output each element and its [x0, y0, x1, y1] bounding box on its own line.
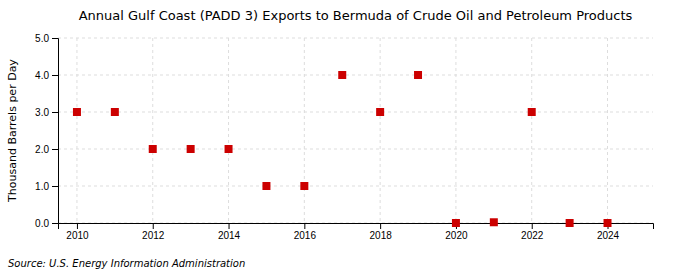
x-tick: 2010 [66, 223, 89, 241]
y-axis-line [52, 39, 59, 224]
y-tick-mark [52, 38, 58, 39]
point [338, 71, 346, 79]
point [111, 108, 119, 116]
y-grid-line [58, 149, 653, 150]
x-tick-label: 2014 [218, 230, 241, 241]
y-tick-label: 0.0 [35, 218, 49, 229]
y-tick-mark [52, 186, 58, 187]
point [490, 218, 498, 226]
point [187, 145, 195, 153]
plot-area: 2010 2012 2014 2016 2018 2020 2022 2024 0.0 1.0 2.… [35, 33, 653, 241]
y-tick: 4.0 [35, 70, 58, 81]
x-tick: 2012 [142, 223, 165, 241]
grid [58, 38, 653, 223]
y-grid-line [58, 112, 653, 113]
y-tick: 5.0 [35, 33, 58, 44]
source-note: Source: U.S. Energy Information Administ… [8, 258, 245, 269]
y-axis: 0.0 1.0 2.0 3.0 4.0 5.0 [35, 33, 58, 229]
y-axis-label: Thousand Barrels per Day [6, 59, 19, 203]
point [149, 145, 157, 153]
x-tick-label: 2022 [521, 230, 544, 241]
point [604, 219, 612, 227]
point [376, 108, 384, 116]
x-grid-line [531, 38, 532, 223]
y-tick-mark [52, 75, 58, 76]
y-tick: 1.0 [35, 181, 58, 192]
y-tick: 2.0 [35, 144, 58, 155]
y-tick-mark [52, 149, 58, 150]
x-axis: 2010 2012 2014 2016 2018 2020 2022 2024 [59, 223, 654, 241]
point [452, 219, 460, 227]
y-tick: 0.0 [35, 218, 58, 229]
x-tick-mark [532, 223, 533, 229]
chart: 2010 2012 2014 2016 2018 2020 2022 2024 0.0 1.0 2.… [0, 0, 675, 275]
x-axis-line [59, 224, 654, 230]
y-tick: 3.0 [35, 107, 58, 118]
x-grid-line [607, 38, 608, 223]
point [225, 145, 233, 153]
x-grid-line [228, 38, 229, 223]
x-tick-mark [153, 223, 154, 229]
point [262, 182, 270, 190]
x-tick: 2018 [370, 223, 393, 241]
x-tick: 2022 [521, 223, 544, 241]
point [528, 108, 536, 116]
y-tick-label: 3.0 [35, 107, 49, 118]
x-tick: 2016 [294, 223, 317, 241]
points [73, 71, 612, 227]
x-tick-mark [77, 223, 78, 229]
y-tick-label: 1.0 [35, 181, 49, 192]
x-tick-label: 2010 [66, 230, 89, 241]
x-grid-line [76, 38, 77, 223]
x-tick-mark [229, 223, 230, 229]
y-tick-mark [52, 112, 58, 113]
point [414, 71, 422, 79]
x-tick-mark [304, 223, 305, 229]
x-tick-label: 2018 [370, 230, 393, 241]
x-grid-line [304, 38, 305, 223]
title: Annual Gulf Coast (PADD 3) Exports to Be… [79, 8, 633, 23]
x-tick: 2014 [218, 223, 241, 241]
x-grid-line [152, 38, 153, 223]
x-grid-line [455, 38, 456, 223]
y-grid-line [58, 75, 653, 76]
point [566, 219, 574, 227]
x-grid-line [380, 38, 381, 223]
x-tick-mark [380, 223, 381, 229]
point [73, 108, 81, 116]
x-tick-label: 2016 [294, 230, 317, 241]
y-tick-mark [52, 223, 58, 224]
point [300, 182, 308, 190]
y-grid-line [58, 38, 653, 39]
y-tick-label: 4.0 [35, 70, 49, 81]
y-tick-label: 5.0 [35, 33, 49, 44]
x-tick-label: 2020 [445, 230, 468, 241]
y-grid-line [58, 186, 653, 187]
y-tick-label: 2.0 [35, 144, 49, 155]
x-tick-label: 2012 [142, 230, 165, 241]
x-tick-label: 2024 [597, 230, 620, 241]
